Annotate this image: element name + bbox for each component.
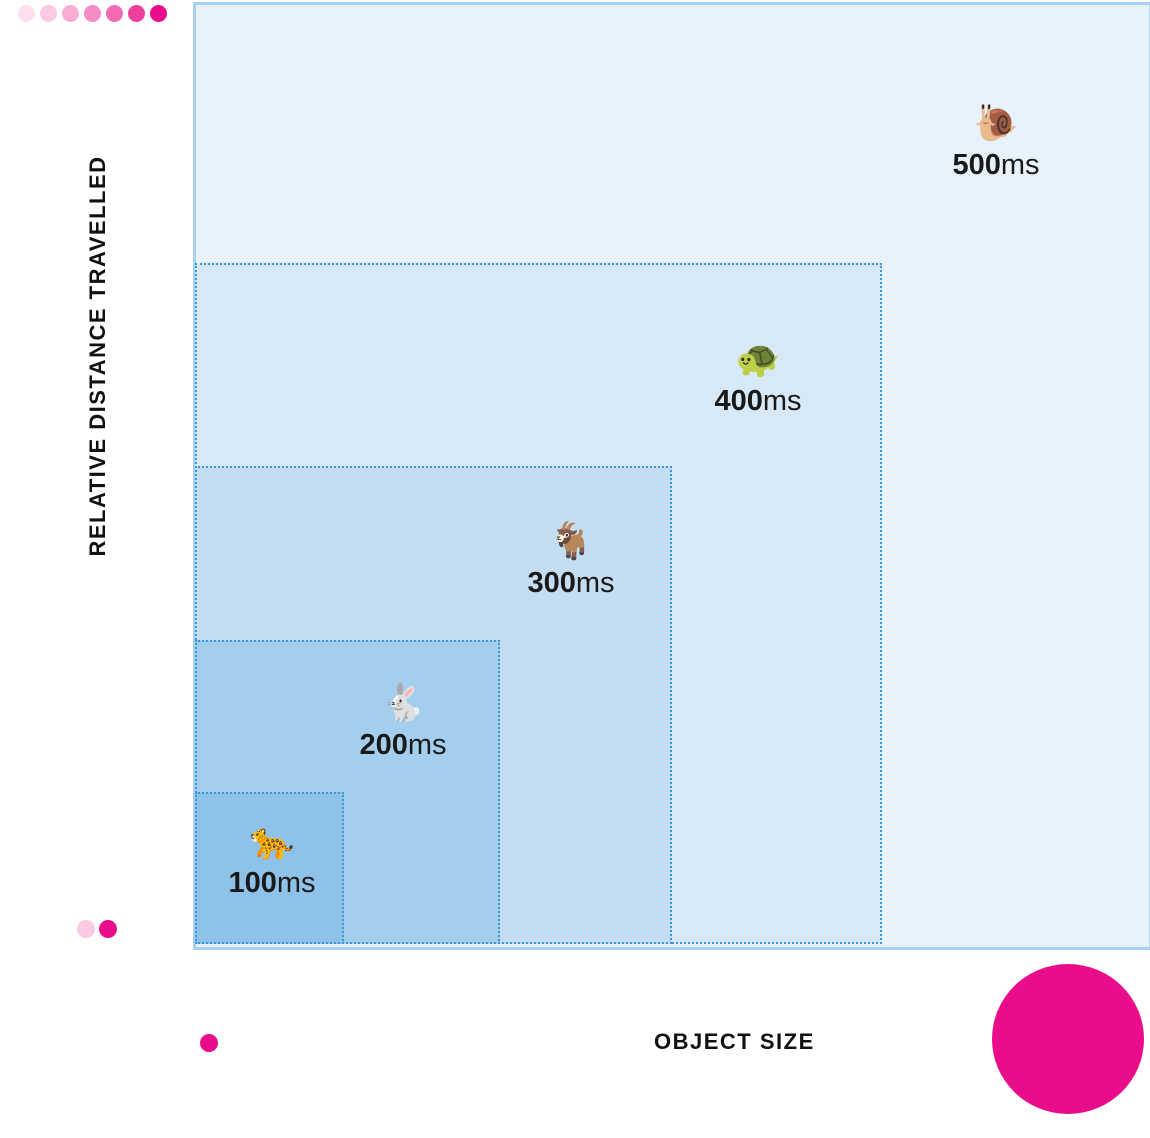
scale-dot — [77, 920, 95, 938]
rabbit-icon: 🐇 — [380, 683, 426, 724]
goat-icon: 🐐 — [548, 521, 594, 562]
small-object-dot — [200, 1034, 218, 1052]
marker-100ms: 🐆 100ms — [202, 822, 342, 900]
scale-dot — [150, 5, 167, 22]
duration-label: 100ms — [228, 867, 316, 899]
x-axis-label: OBJECT SIZE — [654, 1029, 815, 1054]
duration-label: 300ms — [527, 567, 615, 599]
y-axis-label: RELATIVE DISTANCE TRAVELLED — [85, 155, 110, 557]
scale-dot — [40, 5, 57, 22]
marker-400ms: 🐢 400ms — [688, 340, 828, 418]
scale-dot — [18, 5, 35, 22]
duration-label: 400ms — [714, 385, 802, 417]
duration-label: 200ms — [359, 729, 447, 761]
marker-500ms: 🐌 500ms — [926, 104, 1066, 182]
marker-300ms: 🐐 300ms — [501, 522, 641, 600]
turtle-icon: 🐢 — [735, 339, 781, 380]
duration-label: 500ms — [952, 149, 1040, 181]
marker-200ms: 🐇 200ms — [333, 684, 473, 762]
cheetah-icon: 🐆 — [249, 821, 295, 862]
scale-dot — [128, 5, 145, 22]
scale-dot — [62, 5, 79, 22]
scale-dot — [99, 920, 117, 938]
scale-dot — [84, 5, 101, 22]
box-100ms — [195, 792, 344, 944]
scale-dot — [106, 5, 123, 22]
snail-icon: 🐌 — [973, 103, 1019, 144]
large-object-circle — [992, 964, 1144, 1114]
